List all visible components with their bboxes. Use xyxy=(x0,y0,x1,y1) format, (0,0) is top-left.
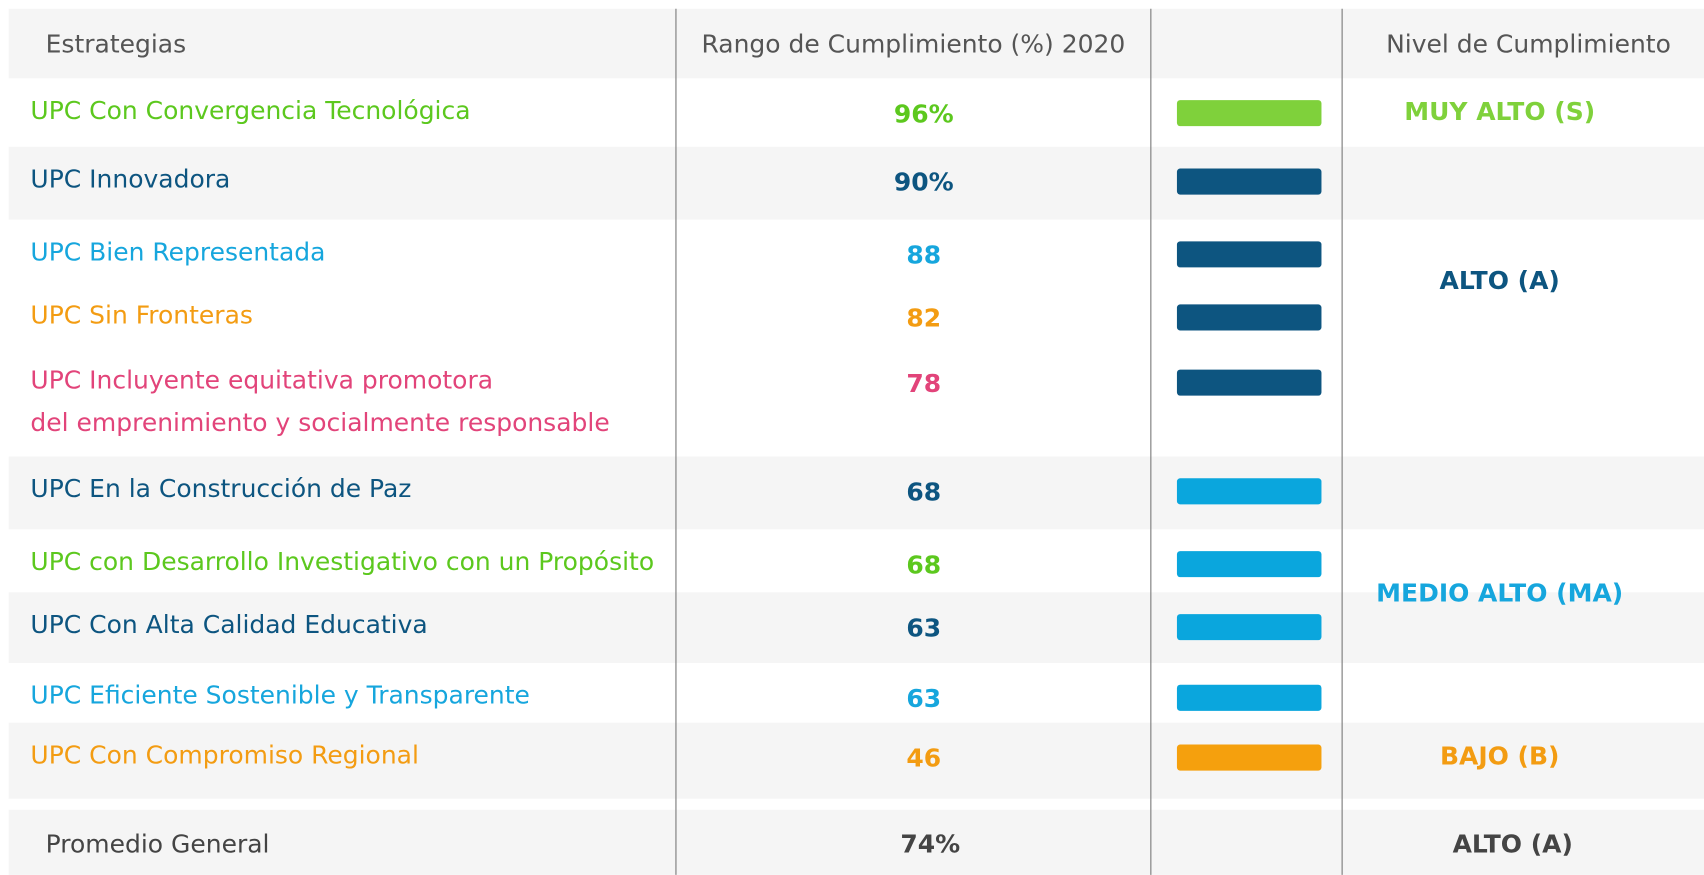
level-bar xyxy=(1176,614,1322,641)
strategy-name: UPC Innovadora xyxy=(30,164,230,193)
level-bar xyxy=(1176,100,1322,127)
header-cell: Rango de Cumplimiento (%) 2020 xyxy=(701,30,1125,59)
strategy-name: UPC Bien Representada xyxy=(30,237,325,266)
level-bar xyxy=(1176,304,1322,331)
strategy-name: UPC Con Compromiso Regional xyxy=(30,740,419,769)
level-bar xyxy=(1176,684,1322,711)
row-bg xyxy=(8,456,1704,530)
level-label: MEDIO ALTO (MA) xyxy=(1376,579,1623,608)
strategy-name: UPC Con Convergencia Tecnológica xyxy=(30,96,470,125)
value: 82 xyxy=(906,304,941,333)
strategy-name: UPC En la Construcción de Paz xyxy=(30,474,411,503)
level-label: BAJO (B) xyxy=(1440,742,1560,771)
level-bar xyxy=(1176,168,1322,195)
strategy-name: UPC Eficiente Sostenible y Transparente xyxy=(30,681,530,710)
value: 63 xyxy=(906,684,941,713)
footer-label: Promedio General xyxy=(46,830,270,859)
value: 96% xyxy=(894,99,954,128)
value: 88 xyxy=(906,241,941,270)
value: 68 xyxy=(906,550,941,579)
level-bar xyxy=(1176,369,1322,396)
level-bar xyxy=(1176,551,1322,578)
header-bg xyxy=(8,8,1704,79)
level-label: MUY ALTO (S) xyxy=(1404,97,1595,126)
strategy-name: UPC Sin Fronteras xyxy=(30,300,252,329)
row-bg xyxy=(8,722,1704,799)
level-bar xyxy=(1176,744,1322,771)
gap xyxy=(8,798,1704,810)
row-bg xyxy=(8,146,1704,220)
footer-level: ALTO (A) xyxy=(1453,830,1573,859)
row-bg xyxy=(8,592,1704,663)
footer-bg xyxy=(8,809,1704,875)
value: 90% xyxy=(894,168,954,197)
level-label: ALTO (A) xyxy=(1440,266,1560,295)
level-bar xyxy=(1176,478,1322,505)
header-cell: Nivel de Cumplimiento xyxy=(1386,30,1671,59)
value: 68 xyxy=(906,477,941,506)
strategy-name: UPC Con Alta Calidad Educativa xyxy=(30,610,427,639)
header-cell: Estrategias xyxy=(46,30,186,59)
footer-value: 74% xyxy=(900,830,960,859)
value: 78 xyxy=(906,369,941,398)
value: 63 xyxy=(906,613,941,642)
level-bar xyxy=(1176,241,1322,268)
strategy-name: UPC con Desarrollo Investigativo con un … xyxy=(30,547,654,576)
strategy-name: del emprenimiento y socialmente responsa… xyxy=(30,408,609,437)
strategy-name: UPC Incluyente equitativa promotora xyxy=(30,366,493,395)
value: 46 xyxy=(906,744,941,773)
